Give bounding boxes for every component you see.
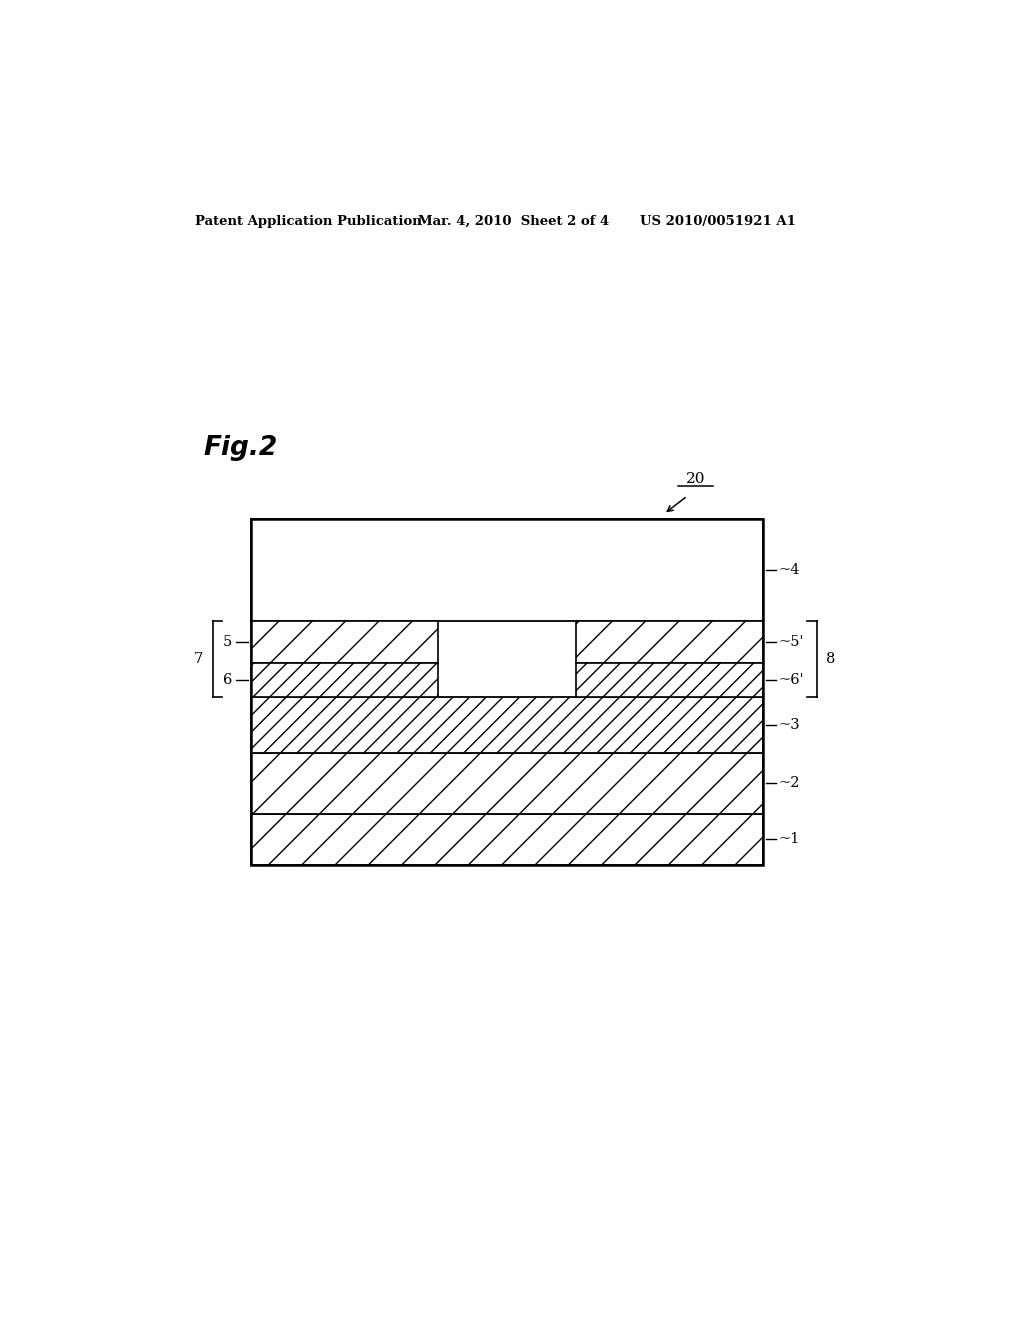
Text: ~1: ~1	[779, 833, 800, 846]
Bar	[251, 519, 763, 620]
Text: ~2: ~2	[779, 776, 800, 791]
Bar	[577, 620, 763, 663]
Text: 7: 7	[195, 652, 204, 667]
Text: US 2010/0051921 A1: US 2010/0051921 A1	[640, 215, 796, 228]
Bar	[251, 620, 437, 663]
Text: Patent Application Publication: Patent Application Publication	[196, 215, 422, 228]
Bar	[251, 814, 763, 865]
Bar	[251, 697, 763, 752]
Text: 5: 5	[222, 635, 232, 648]
Text: 6: 6	[222, 673, 232, 686]
Bar	[251, 519, 763, 865]
Text: ~4: ~4	[779, 564, 800, 577]
Bar	[251, 663, 437, 697]
Text: 20: 20	[686, 471, 706, 486]
Text: Fig.2: Fig.2	[204, 436, 278, 461]
Text: 8: 8	[826, 652, 836, 667]
Text: ~3: ~3	[779, 718, 801, 733]
Text: ~6': ~6'	[779, 673, 805, 686]
Bar	[251, 752, 763, 814]
Bar	[577, 663, 763, 697]
Text: ~5': ~5'	[779, 635, 804, 648]
Text: Mar. 4, 2010  Sheet 2 of 4: Mar. 4, 2010 Sheet 2 of 4	[418, 215, 609, 228]
